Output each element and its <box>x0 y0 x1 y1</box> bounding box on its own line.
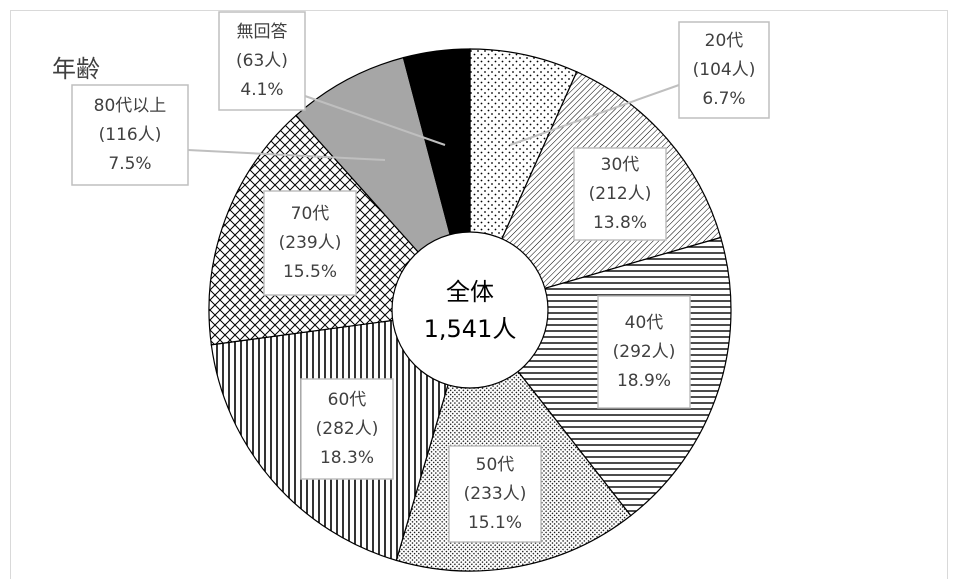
count-label: (239人) <box>279 233 342 253</box>
category-label: 80代以上 <box>94 96 167 116</box>
label-box <box>597 295 691 409</box>
category-label: 40代 <box>625 313 664 333</box>
leader-line <box>304 95 446 146</box>
category-label: 70代 <box>291 204 330 224</box>
value-label: 15.5% <box>283 262 337 282</box>
count-label: (282人) <box>316 419 379 439</box>
value-label: 6.7% <box>702 89 745 109</box>
count-label: (63人) <box>236 51 288 71</box>
label-box <box>263 190 357 296</box>
leader-line <box>187 149 386 161</box>
count-label: (233人) <box>464 484 527 504</box>
label-box <box>218 11 306 111</box>
label-box <box>448 445 542 543</box>
category-label: 30代 <box>601 155 640 175</box>
chart-title: 年齢 <box>52 55 100 83</box>
center-hole <box>391 231 549 389</box>
leader-line <box>509 84 680 146</box>
category-label: 50代 <box>476 455 515 475</box>
count-label: (116人) <box>99 125 162 145</box>
value-label: 18.3% <box>320 448 374 468</box>
value-label: 15.1% <box>468 513 522 533</box>
center-title: 全体 <box>446 278 494 306</box>
category-label: 60代 <box>328 390 367 410</box>
value-label: 4.1% <box>240 80 283 100</box>
label-box <box>71 84 189 186</box>
value-label: 18.9% <box>617 371 671 391</box>
count-label: (292人) <box>613 342 676 362</box>
label-box <box>678 21 770 119</box>
value-label: 7.5% <box>108 154 151 174</box>
value-label: 13.8% <box>593 213 647 233</box>
category-label: 20代 <box>705 31 744 51</box>
category-label: 無回答 <box>237 22 288 42</box>
label-box <box>300 378 394 480</box>
count-label: (104人) <box>693 60 756 80</box>
count-label: (212人) <box>589 184 652 204</box>
center-total: 1,541人 <box>424 315 517 343</box>
label-box <box>573 147 667 241</box>
